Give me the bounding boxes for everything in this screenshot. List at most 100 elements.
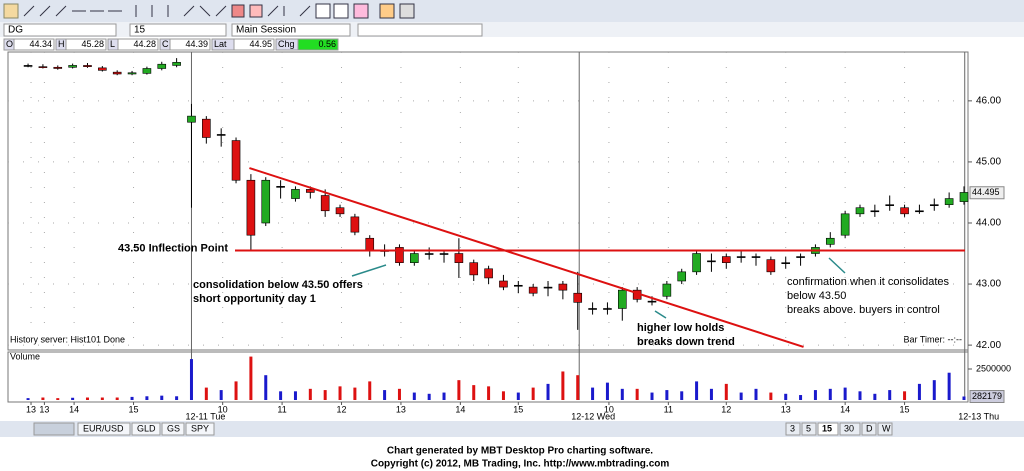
empty-box[interactable] <box>357 23 483 37</box>
toolbar-icons <box>3 3 415 19</box>
candle-body <box>410 253 419 263</box>
symbol-box[interactable] <box>3 23 117 37</box>
candle-body <box>855 207 865 215</box>
quote-value: 45.28 <box>81 39 104 49</box>
tab-bar <box>0 421 1024 437</box>
volume-bar <box>858 391 862 400</box>
volume-bar <box>605 382 609 400</box>
pointer <box>654 310 667 319</box>
interval-label: 30 <box>844 423 854 433</box>
x-tick-label: 13 <box>396 404 406 414</box>
history-status: History server: Hist101 Done <box>10 334 125 344</box>
level-label: 43.50 Inflection Point <box>118 242 228 254</box>
volume-bar <box>26 398 30 400</box>
y-tick-label: 45.00 <box>976 157 1001 168</box>
interval-box[interactable] <box>129 23 227 37</box>
interval-tab[interactable] <box>817 422 839 436</box>
x-tick-label: 12 <box>337 404 347 414</box>
tool-p[interactable] <box>315 3 331 19</box>
volume-bar <box>799 395 803 400</box>
volume-bar <box>531 387 535 400</box>
annotation: consolidation below 43.50 offers <box>193 279 363 291</box>
x-tick-label: 15 <box>513 404 523 414</box>
volume-bar <box>620 388 624 400</box>
candle-body <box>276 186 285 188</box>
volume-bar <box>427 393 431 400</box>
candle-body <box>439 253 449 255</box>
volume-bar <box>293 391 297 400</box>
interval-tab[interactable] <box>801 422 817 436</box>
candle-body <box>751 256 761 258</box>
tool-select[interactable] <box>3 3 19 19</box>
session-box[interactable] <box>231 23 351 37</box>
tool-props[interactable] <box>379 3 395 19</box>
tool-rect[interactable] <box>231 4 245 18</box>
candle-body <box>395 247 404 263</box>
interval-label: 5 <box>806 423 811 433</box>
x-tick-label: 14 <box>455 404 465 414</box>
interval-tab[interactable] <box>877 422 893 436</box>
pointer <box>351 264 387 277</box>
volume-bar <box>71 397 75 400</box>
volume-bar <box>457 380 461 400</box>
volume-bar <box>383 390 387 400</box>
price-panel <box>7 51 969 351</box>
volume-title: Volume <box>10 351 40 361</box>
y-tick-label: 46.00 <box>976 95 1001 106</box>
tool-rect2[interactable] <box>249 4 263 18</box>
quote-value: 44.28 <box>133 39 156 49</box>
candle-body <box>38 66 48 68</box>
interval-label: W <box>882 423 891 433</box>
tool-glyphs2[interactable] <box>267 5 311 17</box>
quote-value: 0.56 <box>318 39 336 49</box>
candle-body <box>320 195 330 212</box>
tab[interactable] <box>77 422 131 436</box>
candle-body <box>692 253 701 273</box>
volume-bar <box>85 397 89 400</box>
candle-body <box>469 262 479 276</box>
annotation: breaks above. buyers in control <box>787 304 940 316</box>
x-tick-label: 12 <box>721 404 731 414</box>
candle-body <box>53 66 63 69</box>
footer-line: Copyright (c) 2012, MB Trading, Inc. htt… <box>371 459 670 470</box>
interval-tab[interactable] <box>785 422 801 436</box>
candle-body <box>885 204 895 206</box>
candle-body <box>172 62 181 66</box>
tool-print[interactable] <box>399 3 415 19</box>
last-volume: 282179 <box>972 391 1002 401</box>
quote-value-box <box>117 38 159 51</box>
interval-label: 15 <box>822 423 832 433</box>
tool-glyphs[interactable] <box>23 5 227 17</box>
volume-bar <box>591 387 595 400</box>
volume-bar <box>130 396 134 400</box>
candle-body <box>98 67 107 71</box>
tab[interactable] <box>185 422 215 436</box>
interval-tab[interactable] <box>861 422 877 436</box>
volume-bar <box>189 359 193 400</box>
quote-value-box <box>65 38 107 51</box>
tool-a[interactable] <box>353 3 369 19</box>
candle-body <box>796 256 805 258</box>
pointers <box>351 257 846 319</box>
session: Main Session <box>236 25 296 36</box>
candle-body <box>499 280 508 288</box>
volume-bar <box>739 392 743 400</box>
volume-bar <box>873 393 877 400</box>
tool-t[interactable] <box>333 3 349 19</box>
candle-body <box>915 210 924 213</box>
quote-value-box <box>13 38 55 51</box>
tab-label: EUR/USD <box>83 423 124 433</box>
candle-body <box>573 292 583 303</box>
tab-nav[interactable] <box>33 422 75 436</box>
tab[interactable] <box>131 422 161 436</box>
candle-body <box>424 253 434 255</box>
volume-bar <box>279 391 283 400</box>
interval-tab[interactable] <box>839 422 861 436</box>
last-price: 44.495 <box>972 187 1000 197</box>
annotation: higher low holds <box>637 322 724 334</box>
tab[interactable] <box>161 422 185 436</box>
volume-bar <box>353 387 357 400</box>
volume-bar <box>754 388 758 400</box>
x-tick-label: 10 <box>604 404 614 414</box>
annotation: short opportunity day 1 <box>193 293 316 305</box>
